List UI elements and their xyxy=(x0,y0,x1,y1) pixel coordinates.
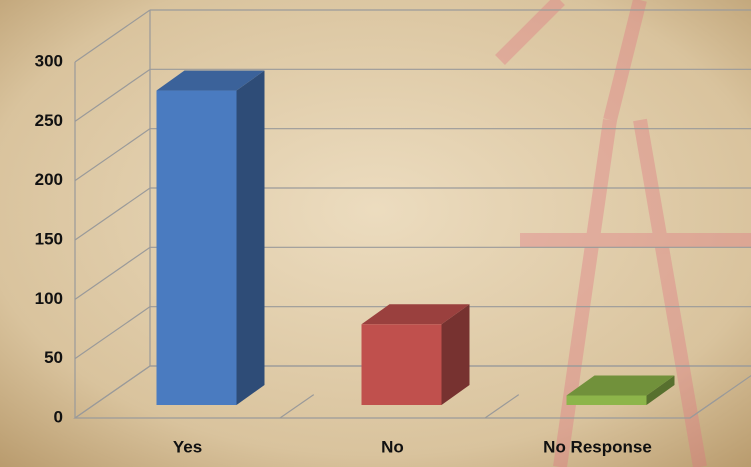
category-divider xyxy=(689,394,725,419)
category-divider xyxy=(279,394,315,419)
windmill-decoration xyxy=(495,0,751,467)
bar-side xyxy=(646,375,675,405)
bar xyxy=(156,90,237,406)
y-tick-label: 300 xyxy=(35,51,63,70)
y-tick-label: 250 xyxy=(35,111,63,130)
x-tick-label: No Response xyxy=(543,437,652,456)
bar-top xyxy=(361,304,470,325)
bar xyxy=(566,395,647,405)
y-tick-label: 0 xyxy=(54,407,63,426)
grid-line xyxy=(74,365,151,419)
grid-line xyxy=(74,9,151,63)
grid-line xyxy=(74,68,151,122)
grid-line xyxy=(74,128,151,182)
bar-side xyxy=(236,70,265,406)
y-tick-label: 200 xyxy=(35,170,63,189)
y-tick-label: 50 xyxy=(44,348,63,367)
grid-line xyxy=(74,187,151,241)
bar xyxy=(361,324,442,405)
bar-top xyxy=(566,375,675,396)
grid-line xyxy=(74,306,151,360)
category-divider xyxy=(484,394,520,419)
x-tick-label: Yes xyxy=(173,437,202,456)
x-tick-label: No xyxy=(381,437,404,456)
y-tick-label: 150 xyxy=(35,229,63,248)
grid-line xyxy=(74,246,151,300)
y-tick-label: 100 xyxy=(35,289,63,308)
bar-top xyxy=(156,70,265,91)
bar-side xyxy=(441,304,470,405)
